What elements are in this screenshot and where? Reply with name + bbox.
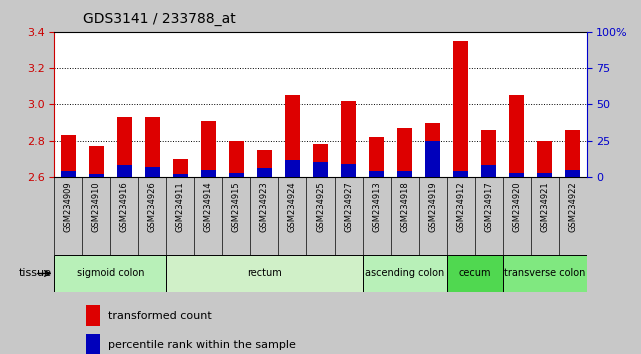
Text: GSM234910: GSM234910 <box>92 181 101 232</box>
Text: GSM234916: GSM234916 <box>120 181 129 232</box>
Text: GSM234922: GSM234922 <box>568 181 577 232</box>
Bar <box>89 174 104 177</box>
Text: transformed count: transformed count <box>108 310 212 321</box>
Bar <box>313 162 328 177</box>
Bar <box>341 164 356 177</box>
Bar <box>565 170 580 177</box>
Bar <box>89 146 104 177</box>
Text: GSM234920: GSM234920 <box>512 181 521 232</box>
Bar <box>509 95 524 177</box>
Bar <box>369 171 384 177</box>
Bar <box>509 173 524 177</box>
Bar <box>145 117 160 177</box>
Bar <box>565 130 580 177</box>
Text: GSM234909: GSM234909 <box>64 181 73 232</box>
Text: GSM234919: GSM234919 <box>428 181 437 232</box>
Text: GSM234914: GSM234914 <box>204 181 213 232</box>
Bar <box>145 167 160 177</box>
Text: ascending colon: ascending colon <box>365 268 444 279</box>
Bar <box>453 41 468 177</box>
Text: GSM234917: GSM234917 <box>484 181 493 232</box>
Bar <box>201 170 216 177</box>
Text: GSM234911: GSM234911 <box>176 181 185 232</box>
Bar <box>425 141 440 177</box>
Bar <box>61 135 76 177</box>
Text: GSM234918: GSM234918 <box>400 181 409 232</box>
Bar <box>363 255 447 292</box>
Text: GSM234915: GSM234915 <box>232 181 241 232</box>
Bar <box>117 117 132 177</box>
Bar <box>453 171 468 177</box>
Text: GSM234924: GSM234924 <box>288 181 297 232</box>
Text: GSM234912: GSM234912 <box>456 181 465 232</box>
Bar <box>257 150 272 177</box>
Bar <box>167 255 363 292</box>
Text: GSM234921: GSM234921 <box>540 181 549 232</box>
Text: GDS3141 / 233788_at: GDS3141 / 233788_at <box>83 12 236 27</box>
Bar <box>481 165 496 177</box>
Bar <box>369 137 384 177</box>
Bar <box>447 255 503 292</box>
Bar <box>229 141 244 177</box>
Bar <box>229 173 244 177</box>
Text: percentile rank within the sample: percentile rank within the sample <box>108 340 296 350</box>
Bar <box>537 141 552 177</box>
Bar <box>313 144 328 177</box>
Bar <box>341 101 356 177</box>
Text: GSM234913: GSM234913 <box>372 181 381 232</box>
Bar <box>537 173 552 177</box>
Text: rectum: rectum <box>247 268 282 279</box>
Text: sigmoid colon: sigmoid colon <box>77 268 144 279</box>
Text: cecum: cecum <box>458 268 491 279</box>
Bar <box>87 305 100 326</box>
Bar <box>61 171 76 177</box>
Bar <box>285 160 300 177</box>
Text: GSM234926: GSM234926 <box>148 181 157 232</box>
Text: transverse colon: transverse colon <box>504 268 585 279</box>
Bar <box>397 128 412 177</box>
Bar <box>481 130 496 177</box>
Bar <box>117 165 132 177</box>
Bar <box>503 255 587 292</box>
Text: GSM234927: GSM234927 <box>344 181 353 232</box>
Bar <box>397 171 412 177</box>
Bar <box>285 95 300 177</box>
Bar <box>173 174 188 177</box>
Text: GSM234923: GSM234923 <box>260 181 269 232</box>
Bar <box>257 168 272 177</box>
Bar <box>173 159 188 177</box>
Bar <box>201 121 216 177</box>
Text: tissue: tissue <box>19 268 51 279</box>
Text: GSM234925: GSM234925 <box>316 181 325 232</box>
Bar <box>87 334 100 354</box>
Bar <box>425 122 440 177</box>
Bar <box>54 255 167 292</box>
